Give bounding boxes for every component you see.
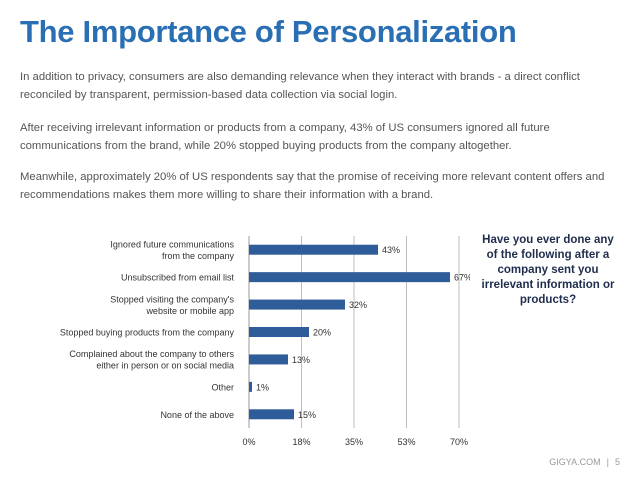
page-number: 5 xyxy=(614,457,620,467)
data-label: 32% xyxy=(349,300,367,310)
chart-question: Have you ever done any of the following … xyxy=(481,234,615,306)
category-label: website or mobile app xyxy=(145,306,234,316)
bar xyxy=(249,327,309,337)
data-label: 15% xyxy=(298,410,316,420)
intro-paragraph: In addition to privacy, consumers are al… xyxy=(20,71,580,101)
x-tick-label: 70% xyxy=(450,437,468,447)
footer: GIGYA.COM | 5 xyxy=(549,457,620,467)
bar xyxy=(249,381,252,392)
x-tick-label: 53% xyxy=(397,437,415,447)
bar xyxy=(249,244,378,255)
bar-chart: 0% 18% 35% 53% 70% 43% Ignored future communic… xyxy=(60,236,470,447)
category-label: Stopped buying products from the company xyxy=(60,328,235,338)
category-label: None of the above xyxy=(160,410,234,420)
category-label: either in person or on social media xyxy=(96,361,234,371)
category-label: Unsubscribed from email list xyxy=(121,273,235,283)
x-tick-label: 18% xyxy=(292,437,310,447)
footer-separator: | xyxy=(606,457,609,467)
data-label: 43% xyxy=(382,245,400,255)
category-label: Other xyxy=(211,382,234,392)
category-label: from the company xyxy=(162,251,235,261)
page-title: The Importance of Personalization xyxy=(20,14,517,49)
category-label: Ignored future communications xyxy=(110,239,234,249)
category-label: Stopped visiting the company's xyxy=(110,294,234,304)
bar xyxy=(249,354,288,365)
data-label: 13% xyxy=(292,355,310,365)
category-label: Complained about the company to others xyxy=(69,349,234,359)
data-label: 20% xyxy=(313,328,331,338)
data-label: 1% xyxy=(256,382,269,392)
willingness-paragraph: Meanwhile, approximately 20% of US respo… xyxy=(20,171,605,201)
bar xyxy=(249,272,450,283)
bar xyxy=(249,409,294,420)
bar xyxy=(249,299,345,310)
x-tick-label: 35% xyxy=(345,437,363,447)
footer-source: GIGYA.COM xyxy=(549,457,601,467)
data-label: 67% xyxy=(454,273,470,283)
x-tick-label: 0% xyxy=(242,437,255,447)
stat-paragraph: After receiving irrelevant information o… xyxy=(20,122,550,152)
